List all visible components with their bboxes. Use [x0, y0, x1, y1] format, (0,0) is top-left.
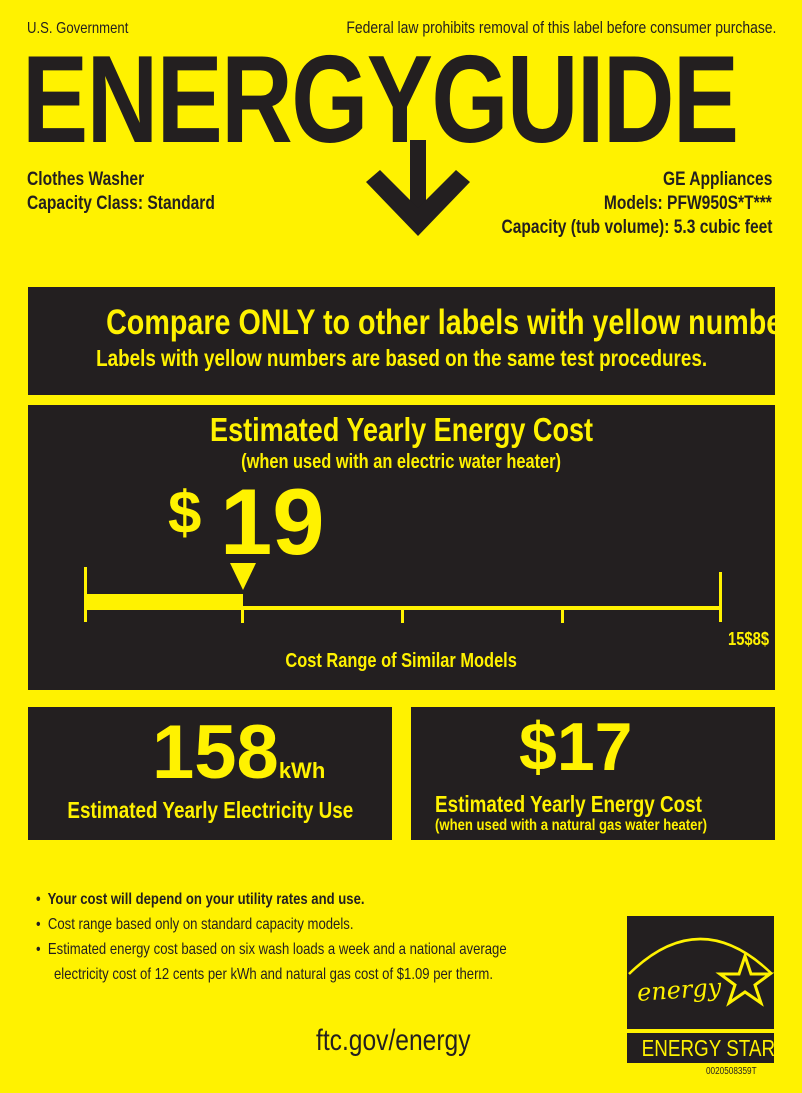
cost-subtitle: (when used with an electric water heater…: [241, 451, 562, 473]
product-info-left: Clothes Washer Capacity Class: Standard: [27, 168, 256, 216]
cost-dollar-sign: $: [168, 479, 202, 546]
range-tick: [401, 606, 404, 623]
energy-star-icon: [628, 937, 775, 1007]
gas-cost-box: $17 Estimated Yearly Energy Cost (when u…: [411, 707, 775, 840]
cost-range-scale: [84, 563, 722, 623]
capacity-class: Capacity Class: Standard: [27, 193, 215, 214]
yearly-cost-box: Estimated Yearly Energy Cost (when used …: [28, 405, 775, 690]
federal-notice: Federal law prohibits removal of this la…: [345, 18, 776, 37]
note-item: • Cost range based only on standard capa…: [36, 916, 354, 933]
energyguide-title: ENERGYGUIDE: [22, 31, 739, 169]
note-item: electricity cost of 12 cents per kWh and…: [54, 966, 494, 983]
electricity-unit: kWh: [278, 758, 326, 783]
electricity-value: 158: [152, 710, 279, 795]
capacity: Capacity (tub volume): 5.3 cubic feet: [501, 217, 772, 238]
electricity-use-box: 158kWh Estimated Yearly Electricity Use: [28, 707, 392, 840]
down-arrow-icon: [366, 140, 470, 236]
gas-cost-subtitle: (when used with a natural gas water heat…: [435, 817, 707, 834]
note-item: • Your cost will depend on your utility …: [36, 891, 365, 908]
electricity-label: Estimated Yearly Electricity Use: [67, 797, 353, 823]
range-right-tick: [719, 572, 722, 622]
product-type: Clothes Washer: [27, 169, 145, 190]
compare-line2: Labels with yellow numbers are based on …: [95, 345, 708, 371]
gas-cost-title: Estimated Yearly Energy Cost: [435, 791, 702, 817]
note-item: • Estimated energy cost based on six was…: [36, 941, 507, 958]
cost-marker-triangle: [230, 563, 256, 590]
range-max-text: 15$8$: [728, 629, 770, 649]
range-tick: [241, 606, 244, 623]
notes: • Your cost will depend on your utility …: [36, 887, 610, 987]
label-code: 0020508359T: [706, 1066, 757, 1077]
energy-star-label: ENERGY STAR: [627, 1033, 775, 1063]
product-info-right: GE Appliances Models: PFW950S*T*** Capac…: [442, 168, 772, 240]
cost-range-label: Cost Range of Similar Models: [285, 650, 518, 672]
website-link[interactable]: ftc.gov/energy: [316, 1024, 471, 1057]
brand: GE Appliances: [662, 169, 772, 190]
energy-script: energy: [636, 973, 723, 1007]
cost-value: 19: [220, 469, 325, 574]
government-label: U.S. Government: [27, 20, 129, 37]
models: Models: PFW950S*T***: [604, 193, 772, 214]
compare-line1: Compare ONLY to other labels with yellow…: [106, 303, 802, 342]
energy-star-logo: energy ENERGY STAR: [627, 916, 775, 1063]
electricity-value-group: 158kWh: [152, 715, 325, 791]
energy-star-emblem: energy: [627, 916, 775, 1029]
compare-box: Compare ONLY to other labels with yellow…: [28, 287, 802, 395]
range-tick: [561, 606, 564, 623]
gas-cost-value: $17: [519, 709, 633, 785]
cost-title: Estimated Yearly Energy Cost: [209, 411, 594, 448]
